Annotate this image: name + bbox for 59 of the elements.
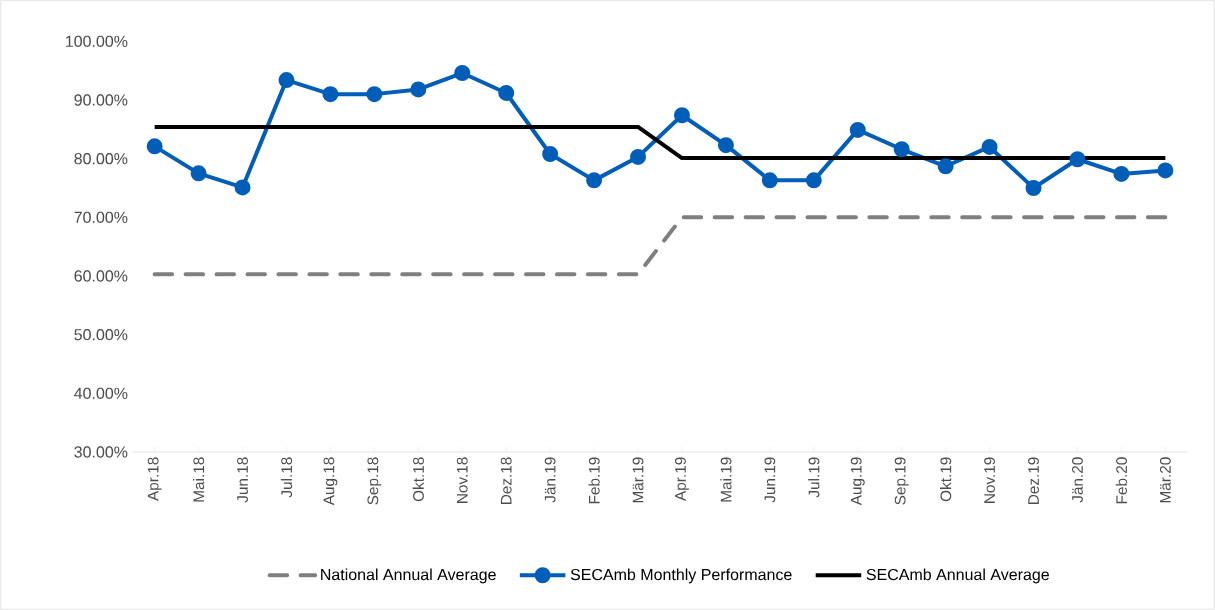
x-tick-label: Sep.19 xyxy=(894,457,909,505)
legend-label: SECAmb Monthly Performance xyxy=(570,568,792,584)
point xyxy=(322,86,339,103)
x-tick-label: Mär.20 xyxy=(1159,457,1171,503)
point xyxy=(234,179,251,196)
point xyxy=(1157,162,1174,179)
x-tick-label: Jun.18 xyxy=(237,457,248,503)
point xyxy=(454,65,471,82)
point xyxy=(805,172,822,189)
x-tick-label: Jul.19 xyxy=(808,457,820,498)
x-tick-label: Nov.18 xyxy=(456,457,468,503)
x-tick-label: Mai.18 xyxy=(192,457,205,502)
point xyxy=(366,86,383,103)
y-tick-label: 30.00% xyxy=(74,446,128,458)
point xyxy=(761,172,778,189)
point xyxy=(542,145,559,162)
point xyxy=(849,121,866,138)
x-tick-label: Sep.18 xyxy=(367,457,382,505)
point xyxy=(630,148,647,165)
y-tick-label: 40.00% xyxy=(74,387,128,399)
x-tick-label: Feb.20 xyxy=(1115,457,1128,504)
x-tick-label: Okt.19 xyxy=(940,457,952,502)
x-tick-label: Jän.20 xyxy=(1072,457,1083,503)
x-tick-label: Jul.18 xyxy=(280,457,293,498)
point xyxy=(278,72,295,89)
point xyxy=(937,158,954,175)
x-tick-label: Nov.19 xyxy=(984,457,995,503)
x-tick-label: Feb.19 xyxy=(588,457,600,504)
point xyxy=(190,165,207,182)
x-tick-label: Okt.18 xyxy=(412,457,424,502)
point xyxy=(673,107,690,124)
y-tick-label: 100.00% xyxy=(66,35,128,47)
y-tick-label: 70.00% xyxy=(74,211,128,223)
point xyxy=(1069,151,1086,168)
y-tick-label: 80.00% xyxy=(74,153,128,165)
point xyxy=(893,141,910,158)
point xyxy=(1025,180,1042,196)
y-tick-label: 50.00% xyxy=(74,329,128,341)
legend-label: National Annual Average xyxy=(321,568,496,584)
x-tick-label: Mai.19 xyxy=(720,457,732,502)
x-tick-label: Jun.19 xyxy=(764,457,776,503)
point xyxy=(717,137,734,154)
x-tick-label: Mär.19 xyxy=(632,457,644,503)
x-tick-label: Dez.18 xyxy=(500,457,512,505)
x-tick-label: Aug.19 xyxy=(850,457,865,506)
point xyxy=(498,84,515,101)
point xyxy=(146,138,163,155)
y-tick-label: 60.00% xyxy=(74,270,128,282)
x-tick-label: Jän.19 xyxy=(544,457,556,503)
point xyxy=(410,81,427,98)
x-tick-label: Aug.18 xyxy=(323,457,338,506)
point xyxy=(1113,165,1130,182)
point xyxy=(981,138,998,155)
x-tick-label: Apr.19 xyxy=(675,457,689,502)
x-tick-label: Apr.18 xyxy=(147,457,162,502)
x-tick-label: Dez.19 xyxy=(1028,457,1039,505)
point xyxy=(586,172,603,189)
legend-label: SECAmb Annual Average xyxy=(866,568,1049,584)
y-tick-label: 90.00% xyxy=(74,94,128,106)
